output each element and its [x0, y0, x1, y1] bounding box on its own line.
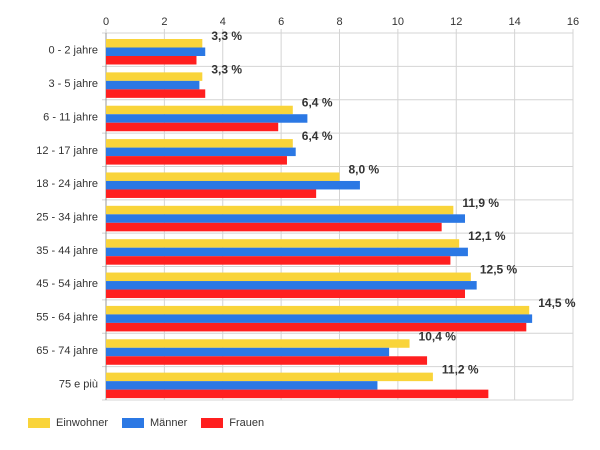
legend-item-einwohner: Einwohner — [28, 417, 108, 429]
bar-einwohner-9 — [106, 339, 410, 348]
data-label-5: 11,9 % — [462, 196, 499, 210]
bar-einwohner-1 — [106, 72, 203, 81]
bar-frauen-5 — [106, 222, 442, 232]
legend-item-maenner: Männer — [121, 417, 188, 429]
legend-label-einwohner: Einwohner — [56, 417, 108, 429]
legend-item-frauen: Frauen — [201, 417, 264, 429]
bar-einwohner-0 — [106, 39, 203, 48]
bar-einwohner-6 — [106, 239, 460, 248]
legend-swatch-maenner — [121, 418, 144, 428]
data-label-7: 12,5 % — [480, 263, 518, 277]
x-tick-label-4: 8 — [336, 16, 342, 28]
bar-m-nner-10 — [106, 381, 378, 390]
bar-m-nner-3 — [106, 147, 296, 157]
x-tick-label-7: 14 — [509, 16, 521, 28]
x-tick-label-6: 12 — [450, 16, 462, 28]
bar-frauen-8 — [106, 322, 527, 332]
x-tick-label-2: 4 — [220, 16, 226, 28]
data-label-2: 6,4 % — [302, 96, 333, 110]
bar-einwohner-2 — [106, 105, 293, 115]
x-tick-label-0: 0 — [103, 16, 109, 28]
category-label-3: 12 - 17 jahre — [36, 145, 98, 157]
data-label-0: 3,3 % — [211, 29, 242, 43]
data-label-1: 3,3 % — [211, 62, 242, 76]
bar-frauen-7 — [106, 289, 466, 299]
bar-m-nner-5 — [106, 214, 466, 223]
legend-swatch-einwohner — [28, 418, 50, 428]
x-tick-label-5: 10 — [392, 16, 404, 28]
bar-einwohner-7 — [106, 272, 471, 282]
bar-einwohner-10 — [106, 372, 433, 382]
bar-frauen-1 — [106, 89, 206, 98]
category-label-6: 35 - 44 jahre — [36, 245, 98, 257]
bar-frauen-10 — [106, 389, 489, 399]
data-label-4: 8,0 % — [349, 162, 380, 176]
bar-m-nner-4 — [106, 180, 360, 190]
category-label-9: 65 - 74 jahre — [36, 345, 98, 357]
category-label-0: 0 - 2 jahre — [48, 45, 98, 57]
data-label-6: 12,1 % — [468, 229, 506, 243]
bar-m-nner-6 — [106, 247, 468, 257]
bar-m-nner-8 — [106, 314, 533, 323]
legend-label-maenner: Männer — [149, 417, 188, 429]
category-label-2: 6 - 11 jahre — [43, 111, 98, 123]
bar-frauen-0 — [106, 56, 197, 65]
data-label-3: 6,4 % — [302, 129, 333, 143]
category-label-4: 18 - 24 jahre — [36, 178, 98, 190]
bar-einwohner-5 — [106, 205, 454, 215]
bar-frauen-9 — [106, 356, 428, 365]
bar-einwohner-4 — [106, 172, 340, 181]
bar-einwohner-8 — [106, 305, 530, 315]
bar-m-nner-0 — [106, 47, 206, 56]
data-label-8: 14,5 % — [538, 296, 576, 310]
x-tick-label-8: 16 — [567, 16, 579, 28]
data-label-9: 10,4 % — [419, 329, 457, 343]
bar-m-nner-2 — [106, 114, 308, 123]
category-label-10: 75 e più — [59, 378, 98, 390]
category-label-5: 25 - 34 jahre — [36, 212, 98, 224]
bar-einwohner-3 — [106, 139, 293, 148]
bar-frauen-3 — [106, 156, 287, 165]
x-tick-label-1: 2 — [161, 16, 167, 28]
bar-frauen-2 — [106, 122, 279, 132]
bar-frauen-6 — [106, 256, 451, 265]
data-label-10: 11,2 % — [442, 363, 479, 377]
bar-m-nner-7 — [106, 281, 477, 290]
bar-frauen-4 — [106, 189, 317, 198]
x-tick-label-3: 6 — [278, 16, 284, 28]
category-label-1: 3 - 5 jahre — [48, 78, 98, 90]
bar-m-nner-1 — [106, 80, 200, 90]
category-label-7: 45 - 54 jahre — [36, 278, 98, 290]
legend: Einwohner Männer Frauen — [28, 417, 264, 429]
category-label-8: 55 - 64 jahre — [36, 312, 98, 324]
legend-swatch-frauen — [201, 418, 224, 428]
bar-m-nner-9 — [106, 347, 390, 357]
legend-label-frauen: Frauen — [229, 417, 265, 429]
